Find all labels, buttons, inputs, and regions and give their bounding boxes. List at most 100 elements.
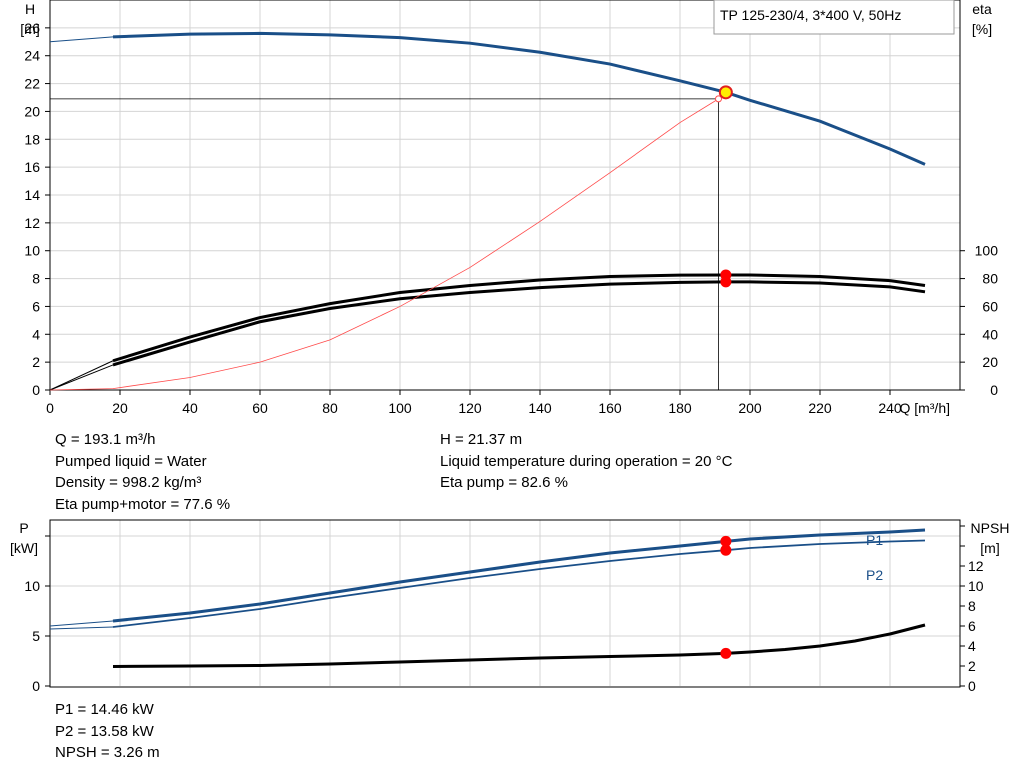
x-tick-label: 60 bbox=[252, 400, 268, 416]
p1-series-label: P1 bbox=[866, 532, 883, 548]
npsh-axis-label: NPSH bbox=[971, 520, 1010, 536]
eta-tick-label: 60 bbox=[982, 298, 998, 314]
p2-curve-extrapolation bbox=[49, 626, 114, 630]
eta-tick-label: 0 bbox=[990, 382, 998, 398]
npsh-tick-label: 4 bbox=[968, 638, 976, 654]
operating-point-readout-left: Q = 193.1 m³/h Pumped liquid = Water Den… bbox=[55, 429, 230, 515]
p-tick-label: 5 bbox=[32, 628, 40, 644]
npsh-tick-label: 6 bbox=[968, 618, 976, 634]
eta-tick-label: 20 bbox=[982, 354, 998, 370]
x-tick-label: 80 bbox=[322, 400, 338, 416]
power-chart-frame bbox=[49, 519, 961, 688]
h-tick-label: 26 bbox=[24, 20, 40, 36]
eta-total-marker bbox=[720, 276, 732, 288]
x-tick-label: 20 bbox=[112, 400, 128, 416]
power-chart: 0 5 10 0 2 4 6 8 10 12 P [kW] NPSH [m] P1 P2 bbox=[10, 519, 1010, 694]
h-tick-label: 18 bbox=[24, 131, 40, 147]
x-tick-label: 140 bbox=[528, 400, 552, 416]
eta-tick-label: 80 bbox=[982, 271, 998, 287]
h-tick-label: 20 bbox=[24, 103, 40, 119]
h-tick-label: 12 bbox=[24, 215, 40, 231]
h-tick-label: 2 bbox=[32, 354, 40, 370]
npsh-marker bbox=[720, 647, 732, 659]
p2-marker bbox=[720, 544, 732, 556]
x-tick-label: 100 bbox=[388, 400, 412, 416]
power-chart-grid bbox=[50, 520, 960, 686]
eta-axis-unit: [%] bbox=[972, 21, 992, 37]
npsh-readout: NPSH = 3.26 m bbox=[55, 744, 160, 761]
head-curve bbox=[112, 31, 926, 166]
power-chart-series bbox=[49, 528, 926, 668]
chart-title: TP 125-230/4, 3*400 V, 50Hz bbox=[720, 7, 901, 23]
p2-series-label: P2 bbox=[866, 567, 883, 583]
head-readout: H = 21.37 m bbox=[440, 431, 523, 448]
power-chart-npsh-ticks: 0 2 4 6 8 10 12 bbox=[960, 525, 984, 694]
eta-total-readout: Eta pump+motor = 77.6 % bbox=[55, 495, 231, 513]
head-chart-x-ticks: 0 20 40 60 80 100 120 140 160 180 200 220 240 bbox=[46, 390, 902, 416]
power-chart-markers bbox=[720, 535, 732, 659]
p1-curve-extrapolation bbox=[49, 620, 114, 627]
power-chart-y-ticks: 0 5 10 bbox=[24, 535, 50, 694]
npsh-tick-label: 10 bbox=[968, 578, 984, 594]
density-readout: Density = 998.2 kg/m³ bbox=[55, 474, 202, 491]
npsh-tick-label: 12 bbox=[968, 558, 984, 574]
h-axis-label: H bbox=[25, 1, 35, 17]
npsh-curve bbox=[112, 623, 926, 668]
x-tick-label: 120 bbox=[458, 400, 482, 416]
duty-point-marker bbox=[715, 95, 722, 103]
operating-point-readout-right: H = 21.37 m Liquid temperature during op… bbox=[440, 429, 732, 494]
eta-tick-label: 40 bbox=[982, 326, 998, 342]
head-curve-extrapolation bbox=[49, 36, 114, 43]
eta-pump-readout: Eta pump = 82.6 % bbox=[440, 474, 568, 491]
h-tick-label: 6 bbox=[32, 298, 40, 314]
eta-axis-label: eta bbox=[972, 1, 992, 17]
power-readout: P1 = 14.46 kW P2 = 13.58 kW NPSH = 3.26 … bbox=[55, 699, 160, 764]
p1-marker bbox=[720, 535, 732, 547]
x-tick-label: 160 bbox=[598, 400, 622, 416]
head-chart-markers bbox=[715, 85, 733, 288]
h-tick-label: 4 bbox=[32, 326, 40, 342]
p2-readout: P2 = 13.58 kW bbox=[55, 722, 154, 740]
h-tick-label: 0 bbox=[32, 382, 40, 398]
npsh-tick-label: 2 bbox=[968, 658, 976, 674]
h-axis-unit: [m] bbox=[20, 21, 39, 37]
x-tick-label: 40 bbox=[182, 400, 198, 416]
p1-curve bbox=[112, 528, 926, 623]
eta-pump-curve bbox=[112, 273, 926, 363]
h-tick-label: 16 bbox=[24, 159, 40, 175]
eta-total-curve bbox=[112, 280, 926, 367]
head-chart-series bbox=[49, 31, 926, 391]
x-tick-label: 220 bbox=[808, 400, 832, 416]
flow-readout: Q = 193.1 m³/h bbox=[55, 431, 156, 448]
h-tick-label: 24 bbox=[24, 48, 40, 64]
liquid-readout: Pumped liquid = Water bbox=[55, 452, 207, 470]
x-tick-label: 240 bbox=[878, 400, 902, 416]
q-axis-label: Q [m³/h] bbox=[899, 400, 950, 416]
h-tick-label: 8 bbox=[32, 271, 40, 287]
eta-tick-label: 100 bbox=[975, 243, 999, 259]
x-tick-label: 0 bbox=[46, 400, 54, 416]
h-tick-label: 14 bbox=[24, 187, 40, 203]
npsh-tick-label: 0 bbox=[968, 678, 976, 694]
eta-total-curve-extrapolation bbox=[49, 364, 114, 391]
title-box bbox=[713, 0, 955, 35]
h-tick-label: 22 bbox=[24, 76, 40, 92]
x-tick-label: 180 bbox=[668, 400, 692, 416]
p-tick-label: 0 bbox=[32, 678, 40, 694]
head-chart: 0 20 40 60 80 100 120 140 160 180 200 220 240 024681… bbox=[20, 0, 998, 416]
system-curve bbox=[49, 98, 719, 391]
x-tick-label: 200 bbox=[738, 400, 762, 416]
head-chart-eta-ticks: 0 20 40 60 80 100 bbox=[960, 243, 998, 398]
temperature-readout: Liquid temperature during operation = 20… bbox=[440, 452, 733, 470]
operating-point-marker bbox=[718, 85, 733, 100]
p-axis-label: P bbox=[19, 520, 28, 536]
p1-readout: P1 = 14.46 kW bbox=[55, 701, 154, 718]
npsh-tick-label: 8 bbox=[968, 598, 976, 614]
h-tick-label: 10 bbox=[24, 243, 40, 259]
npsh-axis-unit: [m] bbox=[980, 540, 999, 556]
eta-pump-curve-extrapolation bbox=[49, 360, 114, 391]
p-tick-label: 10 bbox=[24, 578, 40, 594]
p-axis-unit: [kW] bbox=[10, 540, 38, 556]
p2-curve bbox=[112, 539, 926, 628]
